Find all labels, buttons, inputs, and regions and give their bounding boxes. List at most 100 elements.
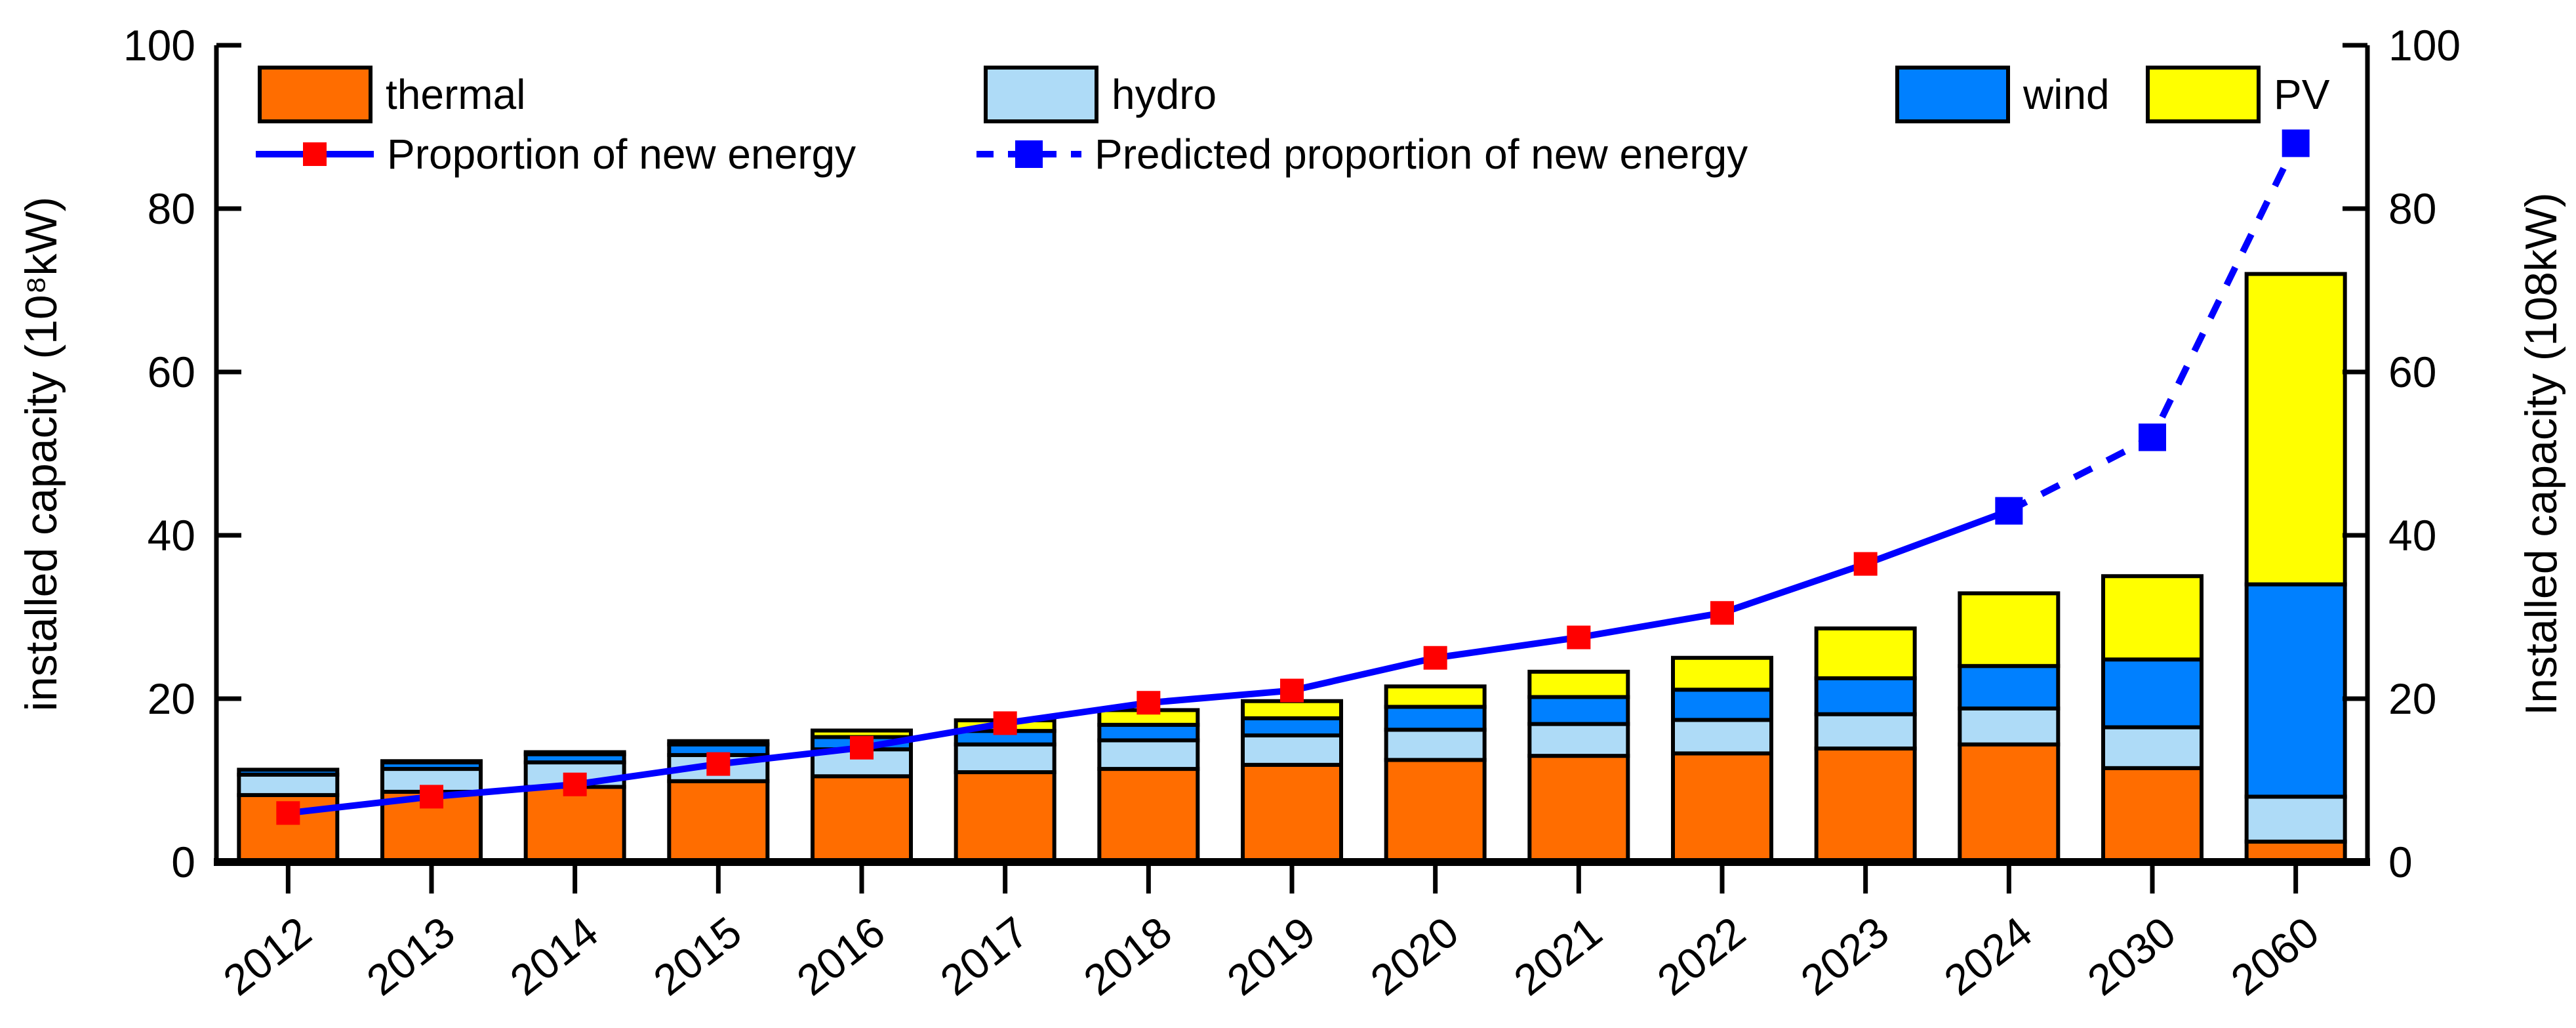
bar-segment-PV-2060 bbox=[2244, 272, 2347, 586]
left-tick-label-100: 100 bbox=[123, 21, 195, 70]
bar-segment-thermal-2015 bbox=[667, 779, 770, 864]
legend-item-proportion: Proportion of new energy bbox=[256, 131, 856, 178]
legend-label-predicted-proportion: Predicted proportion of new energy bbox=[1095, 131, 1748, 178]
bar-segment-thermal-2030 bbox=[2101, 766, 2204, 864]
blue-square-marker-icon bbox=[1015, 140, 1043, 168]
x-tick-label-2017: 2017 bbox=[931, 907, 1037, 1005]
bar-segment-thermal-2018 bbox=[1097, 767, 1200, 864]
left-tick-label-60: 60 bbox=[148, 348, 195, 396]
marker-solid-2022 bbox=[1710, 601, 1734, 625]
legend-item-wind: wind bbox=[1895, 66, 2110, 123]
thermal-swatch-icon bbox=[258, 66, 372, 123]
x-tick-label-2030: 2030 bbox=[2078, 907, 2184, 1005]
bar-segment-thermal-2019 bbox=[1241, 762, 1343, 864]
right-tick-label-40: 40 bbox=[2388, 511, 2436, 560]
bar-segment-hydro-2023 bbox=[1814, 712, 1917, 750]
marker-dashed-2060 bbox=[2282, 129, 2310, 157]
bar-segment-wind-2012 bbox=[237, 768, 340, 777]
bar-segment-wind-2018 bbox=[1097, 722, 1200, 743]
legend-item-thermal: thermal bbox=[258, 66, 525, 123]
marker-dashed-2024 bbox=[1995, 497, 2023, 525]
left-tick-label-0: 0 bbox=[171, 838, 195, 886]
right-tick-label-20: 20 bbox=[2388, 674, 2436, 723]
bar-segment-thermal-2024 bbox=[1958, 742, 2061, 864]
bar-segment-PV-2021 bbox=[1527, 669, 1630, 699]
bar-segment-hydro-2022 bbox=[1671, 718, 1773, 756]
marker-solid-2015 bbox=[706, 752, 731, 776]
bar-segment-wind-2021 bbox=[1527, 695, 1630, 726]
marker-solid-2019 bbox=[1280, 678, 1304, 703]
hydro-swatch-icon bbox=[984, 66, 1098, 123]
bar-segment-hydro-2021 bbox=[1527, 722, 1630, 758]
left-tick-label-40: 40 bbox=[148, 511, 195, 560]
legend-item-hydro: hydro bbox=[984, 66, 1217, 123]
bar-segment-PV-2023 bbox=[1814, 626, 1917, 680]
legend-label-thermal: thermal bbox=[386, 71, 526, 118]
bar-segment-PV-2024 bbox=[1958, 591, 2061, 668]
x-tick-label-2060: 2060 bbox=[2222, 907, 2327, 1005]
legend-label-pv: PV bbox=[2274, 71, 2330, 118]
x-tick-label-2012: 2012 bbox=[214, 907, 320, 1005]
marker-solid-2013 bbox=[420, 785, 443, 809]
bar-segment-wind-2019 bbox=[1241, 716, 1343, 738]
bar-segment-hydro-2012 bbox=[237, 772, 340, 797]
x-tick-label-2019: 2019 bbox=[1218, 907, 1323, 1005]
right-tick-label-100: 100 bbox=[2388, 21, 2461, 70]
bar-segment-PV-2030 bbox=[2101, 574, 2204, 662]
right-axis-label: Installed capacity (108kW) bbox=[2516, 192, 2566, 716]
bar-segment-wind-2030 bbox=[2101, 657, 2204, 730]
x-tick-label-2016: 2016 bbox=[788, 907, 893, 1005]
x-tick-label-2014: 2014 bbox=[501, 907, 607, 1005]
bar-segment-thermal-2014 bbox=[523, 785, 626, 864]
bar-segment-hydro-2019 bbox=[1241, 733, 1343, 767]
bar-segment-hydro-2020 bbox=[1384, 728, 1487, 762]
bar-segment-wind-2024 bbox=[1958, 664, 2061, 710]
x-tick-label-2021: 2021 bbox=[1505, 907, 1611, 1005]
x-tick-label-2018: 2018 bbox=[1075, 907, 1180, 1005]
left-tick-label-20: 20 bbox=[148, 674, 195, 723]
bar-segment-wind-2023 bbox=[1814, 676, 1917, 716]
bar-segment-thermal-2017 bbox=[954, 770, 1057, 865]
x-tick-label-2023: 2023 bbox=[1792, 907, 1897, 1005]
bar-segment-thermal-2021 bbox=[1527, 754, 1630, 865]
bar-segment-PV-2014 bbox=[523, 750, 626, 756]
bar-segment-PV-2022 bbox=[1671, 655, 1773, 692]
left-tick-label-80: 80 bbox=[148, 184, 195, 233]
bar-segment-PV-2019 bbox=[1241, 699, 1343, 720]
bar-segment-PV-2020 bbox=[1384, 684, 1487, 709]
bar-segment-hydro-2018 bbox=[1097, 738, 1200, 771]
legend-item-predicted-proportion: Predicted proportion of new energy bbox=[976, 131, 1748, 178]
bar-segment-hydro-2030 bbox=[2101, 725, 2204, 770]
bar-segment-wind-2060 bbox=[2244, 582, 2347, 799]
red-square-marker-icon bbox=[303, 142, 327, 166]
bar-segment-hydro-2017 bbox=[954, 742, 1057, 775]
legend-label-proportion: Proportion of new energy bbox=[387, 131, 856, 178]
marker-solid-2014 bbox=[563, 772, 587, 796]
solid-line-sample-icon bbox=[256, 142, 374, 166]
x-tick-label-2015: 2015 bbox=[645, 907, 750, 1005]
right-tick-label-0: 0 bbox=[2388, 838, 2413, 886]
x-tick-label-2022: 2022 bbox=[1648, 907, 1754, 1005]
legend-label-wind: wind bbox=[2023, 71, 2110, 118]
right-tick-label-60: 60 bbox=[2388, 348, 2436, 396]
dashed-line-sample-icon bbox=[976, 140, 1081, 168]
wind-swatch-icon bbox=[1895, 66, 2010, 123]
line-series-group bbox=[276, 129, 2310, 825]
left-axis-label: installed capacity (10⁸kW) bbox=[16, 196, 66, 712]
legend-item-pv: PV bbox=[2146, 66, 2329, 123]
marker-dashed-2030 bbox=[2139, 423, 2166, 451]
marker-solid-2012 bbox=[276, 801, 300, 825]
legend-label-hydro: hydro bbox=[1112, 71, 1217, 118]
marker-solid-2023 bbox=[1853, 552, 1878, 576]
bar-segment-wind-2020 bbox=[1384, 705, 1487, 732]
bar-segment-thermal-2020 bbox=[1384, 758, 1487, 864]
marker-solid-2021 bbox=[1567, 625, 1591, 649]
bar-segment-wind-2022 bbox=[1671, 688, 1773, 722]
pv-swatch-icon bbox=[2146, 66, 2261, 123]
right-tick-label-80: 80 bbox=[2388, 184, 2436, 233]
bar-segment-thermal-2023 bbox=[1814, 746, 1917, 864]
marker-solid-2020 bbox=[1423, 646, 1447, 670]
marker-solid-2016 bbox=[850, 735, 874, 760]
